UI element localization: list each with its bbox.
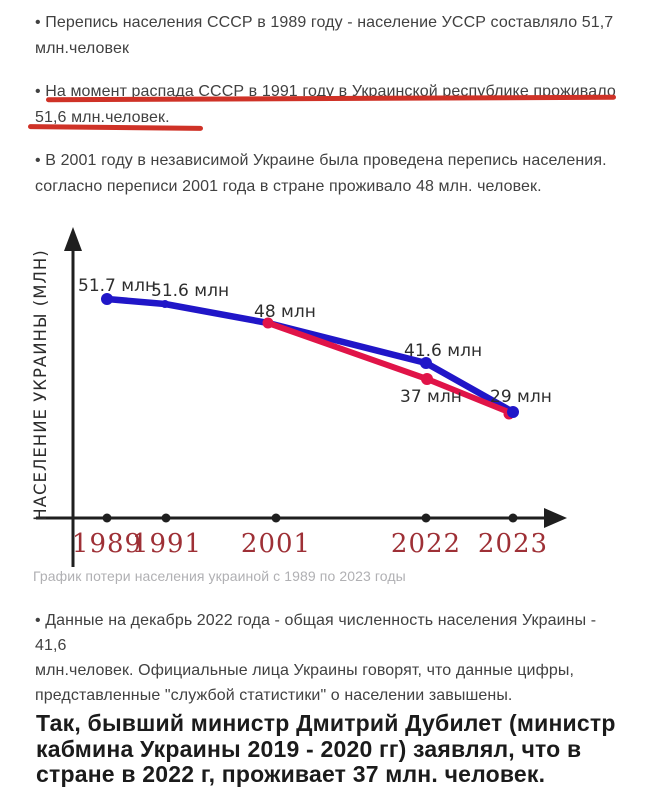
heading-line: стране в 2022 г, проживает 37 млн. челов… [36, 761, 546, 787]
point-label-51-7: 51.7 млн [78, 276, 156, 296]
bullet-line: представленные "службой статистики" о на… [35, 687, 513, 704]
tick-2023 [508, 513, 518, 523]
bullet-line: • Данные на декабрь 2022 года - общая чи… [35, 612, 597, 654]
bullet-december-2022: • Данные на декабрь 2022 года - общая чи… [35, 608, 625, 708]
bullet-line: • Перепись населения СССР в 1989 году - … [35, 14, 614, 31]
point-48 [262, 317, 274, 329]
bullet-ussr-1991: • На момент распада СССР в 1991 году в У… [35, 79, 625, 131]
red-series-line [265, 320, 514, 416]
point-51-6 [161, 300, 169, 308]
heading-line: кабмина Украины 2019 - 2020 гг) заявлял,… [36, 735, 582, 762]
tick-1989 [102, 513, 112, 523]
x-axis-arrowhead-icon [544, 508, 567, 528]
y-axis-title: НАСЕЛЕНИЕ УКРАИНЫ (МЛН) [31, 249, 50, 520]
bullet-census-1989: • Перепись населения СССР в 1989 году - … [35, 10, 625, 62]
point-29 [507, 406, 519, 418]
bullet-line: • В 2001 году в независимой Украине была… [35, 152, 607, 169]
bullet-line: согласно переписи 2001 года в стране про… [35, 178, 542, 195]
tick-2022 [421, 513, 431, 523]
x-tick-label-2023: 2023 [478, 529, 548, 559]
bullet-line: млн.человек. Официальные лица Украины го… [35, 662, 575, 679]
point-label-29: 29 млн [490, 387, 552, 407]
x-tick-label-1989: 1989 [72, 529, 142, 559]
x-tick-label-1991: 1991 [132, 529, 202, 559]
bullet-line: млн.человек [35, 40, 130, 57]
x-tick-label-2001: 2001 [241, 529, 311, 559]
x-tick-label-2022: 2022 [391, 529, 461, 559]
point-label-37: 37 млн [400, 387, 462, 407]
point-label-51-6: 51.6 млн [151, 281, 229, 301]
y-axis-arrowhead-icon [64, 227, 82, 251]
heading-line: Так, бывший министр Дмитрий Дубилет (мин… [36, 710, 616, 736]
point-51-7 [101, 293, 113, 305]
dubilet-statement-heading: Так, бывший министр Дмитрий Дубилет (мин… [36, 710, 636, 788]
chart-caption: График потери населения украиной с 1989 … [33, 568, 406, 584]
point-37 [421, 373, 433, 385]
tick-1991 [161, 513, 171, 523]
tick-2001 [271, 513, 281, 523]
bullet-line: 51,6 млн.человек. [35, 109, 170, 126]
point-label-48: 48 млн [254, 302, 316, 322]
bullet-census-2001: • В 2001 году в независимой Украине была… [35, 148, 625, 200]
point-41-6 [420, 357, 432, 369]
population-chart: 51.7 млн 51.6 млн 48 млн 41.6 млн 37 млн… [31, 227, 567, 567]
point-label-41-6: 41.6 млн [404, 341, 482, 361]
